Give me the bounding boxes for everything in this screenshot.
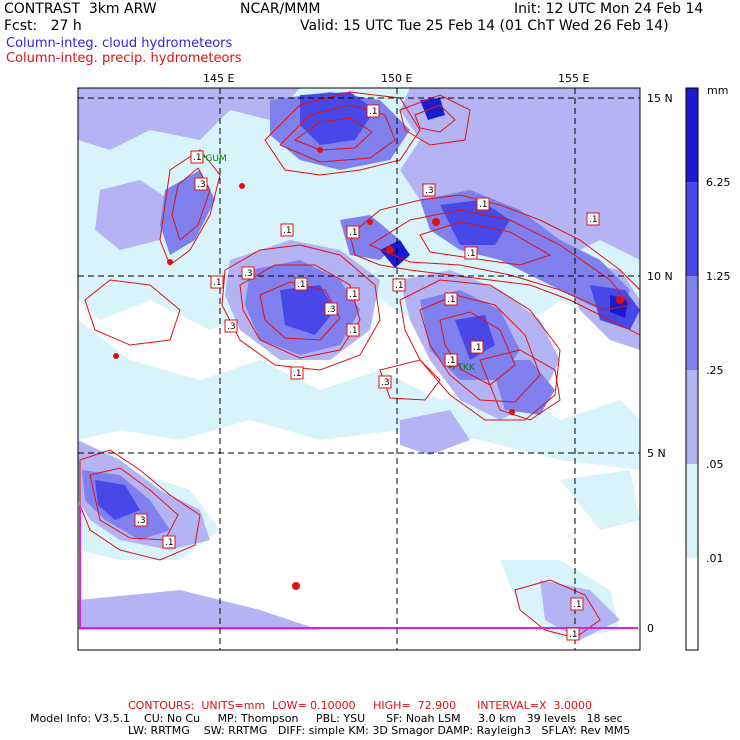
colorbar-level-.05: .05 — [706, 458, 724, 471]
lat-label-10n: 10 N — [647, 270, 673, 283]
contour-label-box: .1 — [476, 197, 490, 211]
contour-label-text: .1 — [349, 290, 358, 300]
contour-label-text: .3 — [137, 516, 146, 526]
contour-label-box: .1 — [464, 246, 478, 260]
contour-label-box: .1 — [444, 292, 458, 306]
center-label: NCAR/MMM — [240, 1, 321, 17]
contour-label-box: .1 — [346, 287, 360, 301]
legend-precip: Column-integ. precip. hydrometeors — [6, 51, 242, 66]
contour-label-box: .1 — [470, 340, 484, 354]
colorbar: mm 6.25 1.25 .25 .05 .01 — [685, 84, 731, 651]
model-info-line1: Model Info: V3.5.1 CU: No Cu MP: Thompso… — [30, 712, 623, 725]
model-info-line2: LW: RRTMG SW: RRTMG DIFF: simple KM: 3D … — [128, 724, 631, 737]
lon-label-145e: 145 E — [203, 72, 234, 85]
contour-label-box: .3 — [422, 183, 436, 197]
lat-label-5n: 5 N — [647, 447, 666, 460]
contour-label-box: .3 — [134, 513, 148, 527]
colorbar-unit: mm — [707, 84, 728, 97]
colorbar-swatch-3 — [686, 276, 698, 370]
colorbar-swatch-1 — [686, 88, 698, 182]
contour-label-text: .3 — [227, 322, 236, 332]
contour-label-box: .1 — [566, 627, 580, 641]
precip-cores — [113, 147, 624, 590]
contour-label-text: .3 — [197, 180, 206, 190]
lat-lon-grid — [78, 88, 640, 650]
contour-label-text: .1 — [349, 326, 358, 336]
cloud-field-dark — [95, 92, 640, 520]
contour-label-text: .1 — [297, 280, 306, 290]
map-frame — [77, 87, 641, 651]
svg-text:PTKK: PTKK — [452, 363, 476, 373]
contour-label-box: .1 — [586, 212, 600, 226]
contour-label-text: .3 — [244, 269, 253, 279]
contour-label-text: .1 — [165, 538, 174, 548]
contour-label-text: .1 — [369, 107, 378, 117]
contour-label-text: .1 — [447, 356, 456, 366]
contour-label-text: .1 — [573, 600, 582, 610]
contour-label-box: .1 — [570, 597, 584, 611]
forecast-hour: Fcst: 27 h — [4, 18, 82, 34]
contour-labels: .1 .3 .1 .3 .1 .1 .1 .1 .3 .1 .1 .1 .3 .3 .1 .1 .1 .1 .3 .1… — [134, 104, 600, 641]
contour-label-text: .3 — [381, 378, 390, 388]
contour-label-box: .1 — [366, 104, 380, 118]
contour-label-box: .1 — [346, 225, 360, 239]
contour-label-text: .1 — [283, 226, 292, 236]
contour-label-text: .1 — [589, 215, 598, 225]
contour-label-box: .1 — [290, 366, 304, 380]
lon-label-150e: 150 E — [381, 72, 412, 85]
contour-label-text: .1 — [213, 278, 222, 288]
lat-label-15n: 15 N — [647, 92, 673, 105]
contour-label-box: .3 — [224, 319, 238, 333]
colorbar-level-.25: .25 — [706, 364, 724, 377]
model-title: CONTRAST 3km ARW — [4, 1, 157, 17]
contour-label-text: .1 — [349, 228, 358, 238]
contour-label-box: .3 — [194, 177, 208, 191]
coastline — [79, 505, 638, 629]
contour-label-box: .1 — [294, 277, 308, 291]
contour-label-box: .1 — [280, 223, 294, 237]
contour-label-text: .1 — [569, 630, 578, 640]
colorbar-level-.01: .01 — [706, 552, 724, 565]
contour-label-box: .3 — [324, 302, 338, 316]
contour-label-text: .1 — [395, 281, 404, 291]
contour-label-text: .1 — [293, 369, 302, 379]
lat-label-0: 0 — [647, 622, 654, 635]
contour-label-box: .1 — [392, 278, 406, 292]
contour-label-box: .1 — [190, 150, 204, 164]
contour-label-box: .1 — [444, 353, 458, 367]
colorbar-swatch-5 — [686, 464, 698, 558]
contour-label-text: .1 — [447, 295, 456, 305]
init-time: Init: 12 UTC Mon 24 Feb 14 — [514, 1, 704, 17]
contour-label-box: .1 — [346, 323, 360, 337]
lon-label-155e: 155 E — [558, 72, 589, 85]
legend-cloud: Column-integ. cloud hydrometeors — [6, 36, 233, 51]
contour-label-text: .1 — [473, 343, 482, 353]
contour-label-box: .3 — [241, 266, 255, 280]
colorbar-swatch-2 — [686, 182, 698, 276]
colorbar-level-6.25: 6.25 — [706, 176, 731, 189]
svg-text:PGUM: PGUM — [200, 154, 227, 164]
contours-info: CONTOURS: UNITS=mm LOW= 0.10000 HIGH= 72… — [128, 699, 593, 712]
colorbar-swatch-6 — [686, 558, 698, 650]
contour-label-text: .1 — [467, 249, 476, 259]
contour-label-box: .1 — [162, 535, 176, 549]
contour-label-text: .3 — [327, 305, 336, 315]
contour-label-text: .1 — [479, 200, 488, 210]
colorbar-swatch-4 — [686, 370, 698, 464]
colorbar-level-1.25: 1.25 — [706, 270, 731, 283]
contour-label-box: .1 — [210, 275, 224, 289]
contour-label-box: .3 — [378, 375, 392, 389]
valid-time: Valid: 15 UTC Tue 25 Feb 14 (01 ChT Wed … — [300, 18, 669, 34]
contour-label-text: .3 — [425, 186, 434, 196]
contour-label-text: .1 — [193, 153, 202, 163]
